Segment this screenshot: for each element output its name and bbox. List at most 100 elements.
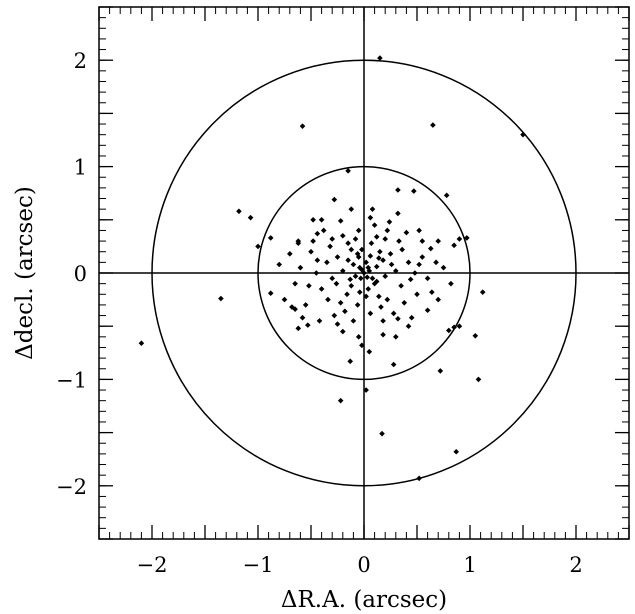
data-point: [453, 448, 460, 455]
x-tick-label: 2: [569, 553, 582, 577]
data-point: [424, 307, 431, 314]
data-point: [345, 257, 351, 264]
data-point: [424, 275, 431, 282]
data-point: [348, 246, 355, 253]
data-point: [302, 302, 309, 308]
data-point: [390, 310, 397, 317]
data-point: [340, 268, 346, 274]
data-point: [314, 230, 321, 237]
data-point: [359, 246, 365, 253]
data-point: [340, 232, 346, 239]
data-point: [407, 276, 414, 283]
data-point: [371, 280, 378, 287]
data-point: [236, 208, 242, 215]
data-point: [289, 304, 295, 310]
x-tick-label: 1: [463, 553, 476, 577]
data-point: [378, 304, 384, 310]
data-point: [305, 322, 311, 328]
data-point: [396, 238, 402, 244]
x-tick-label: −1: [243, 553, 274, 577]
data-point: [295, 240, 302, 247]
data-point: [373, 234, 380, 240]
data-point: [437, 368, 444, 374]
data-point: [393, 334, 399, 340]
y-tick-label: −2: [56, 475, 87, 499]
data-points: [138, 55, 526, 482]
data-point: [411, 188, 417, 194]
data-point: [395, 210, 401, 217]
data-point: [419, 254, 426, 260]
data-point: [348, 206, 355, 212]
data-point: [388, 261, 395, 268]
data-point: [479, 289, 486, 295]
data-point: [320, 227, 327, 234]
data-point: [255, 243, 261, 250]
data-point: [464, 235, 470, 241]
data-point: [414, 291, 420, 298]
data-point: [287, 251, 293, 257]
data-point: [281, 296, 288, 303]
data-point: [334, 254, 341, 260]
data-point: [363, 293, 369, 300]
data-point: [429, 289, 435, 295]
data-point: [358, 275, 364, 282]
data-point: [376, 293, 382, 300]
data-point: [325, 296, 331, 303]
data-point: [433, 259, 439, 266]
data-point: [306, 282, 312, 289]
data-point: [472, 332, 479, 339]
data-point: [276, 261, 282, 268]
data-point: [387, 251, 394, 257]
data-point: [308, 248, 314, 255]
data-point: [292, 280, 298, 287]
data-point: [354, 251, 361, 257]
data-point: [218, 295, 224, 302]
data-point: [395, 315, 401, 322]
data-point: [366, 268, 373, 274]
reference-circles: [151, 59, 577, 487]
data-point: [384, 296, 391, 303]
data-point: [367, 310, 374, 317]
data-point: [456, 236, 463, 242]
x-axis-label: ΔR.A. (arcsec): [281, 587, 447, 613]
data-point: [138, 340, 145, 347]
data-point: [318, 286, 325, 292]
data-point: [363, 259, 369, 266]
data-point: [356, 264, 363, 271]
data-point: [337, 299, 344, 306]
data-point: [399, 246, 405, 253]
data-point: [430, 122, 436, 128]
data-point: [456, 323, 463, 329]
y-axis-label: Δdecl. (arcsec): [12, 186, 38, 360]
data-point: [337, 218, 344, 224]
data-point: [427, 245, 434, 252]
data-point: [329, 275, 335, 282]
y-tick-label: 1: [74, 156, 87, 180]
data-point: [340, 328, 346, 335]
data-point: [382, 273, 388, 279]
x-tick-label: −2: [137, 553, 168, 577]
data-point: [448, 280, 454, 287]
data-point: [363, 387, 369, 393]
data-point: [435, 296, 441, 303]
data-point: [267, 290, 274, 297]
data-point: [377, 248, 383, 255]
y-tick-label: −1: [56, 368, 87, 392]
data-point: [355, 227, 362, 234]
data-point: [359, 342, 365, 349]
y-tick-label: 0: [74, 262, 87, 286]
data-point: [354, 302, 361, 308]
data-point: [359, 267, 365, 273]
data-point: [367, 214, 374, 221]
data-point: [376, 255, 382, 261]
circle-radius-1: [257, 165, 471, 381]
data-point: [416, 475, 422, 482]
data-point: [345, 240, 351, 247]
x-tick-label: 0: [357, 553, 370, 577]
data-point: [369, 206, 376, 212]
data-point: [345, 168, 351, 174]
data-point: [292, 306, 298, 312]
data-point: [435, 238, 441, 244]
data-point: [327, 243, 333, 250]
data-point: [390, 361, 397, 368]
